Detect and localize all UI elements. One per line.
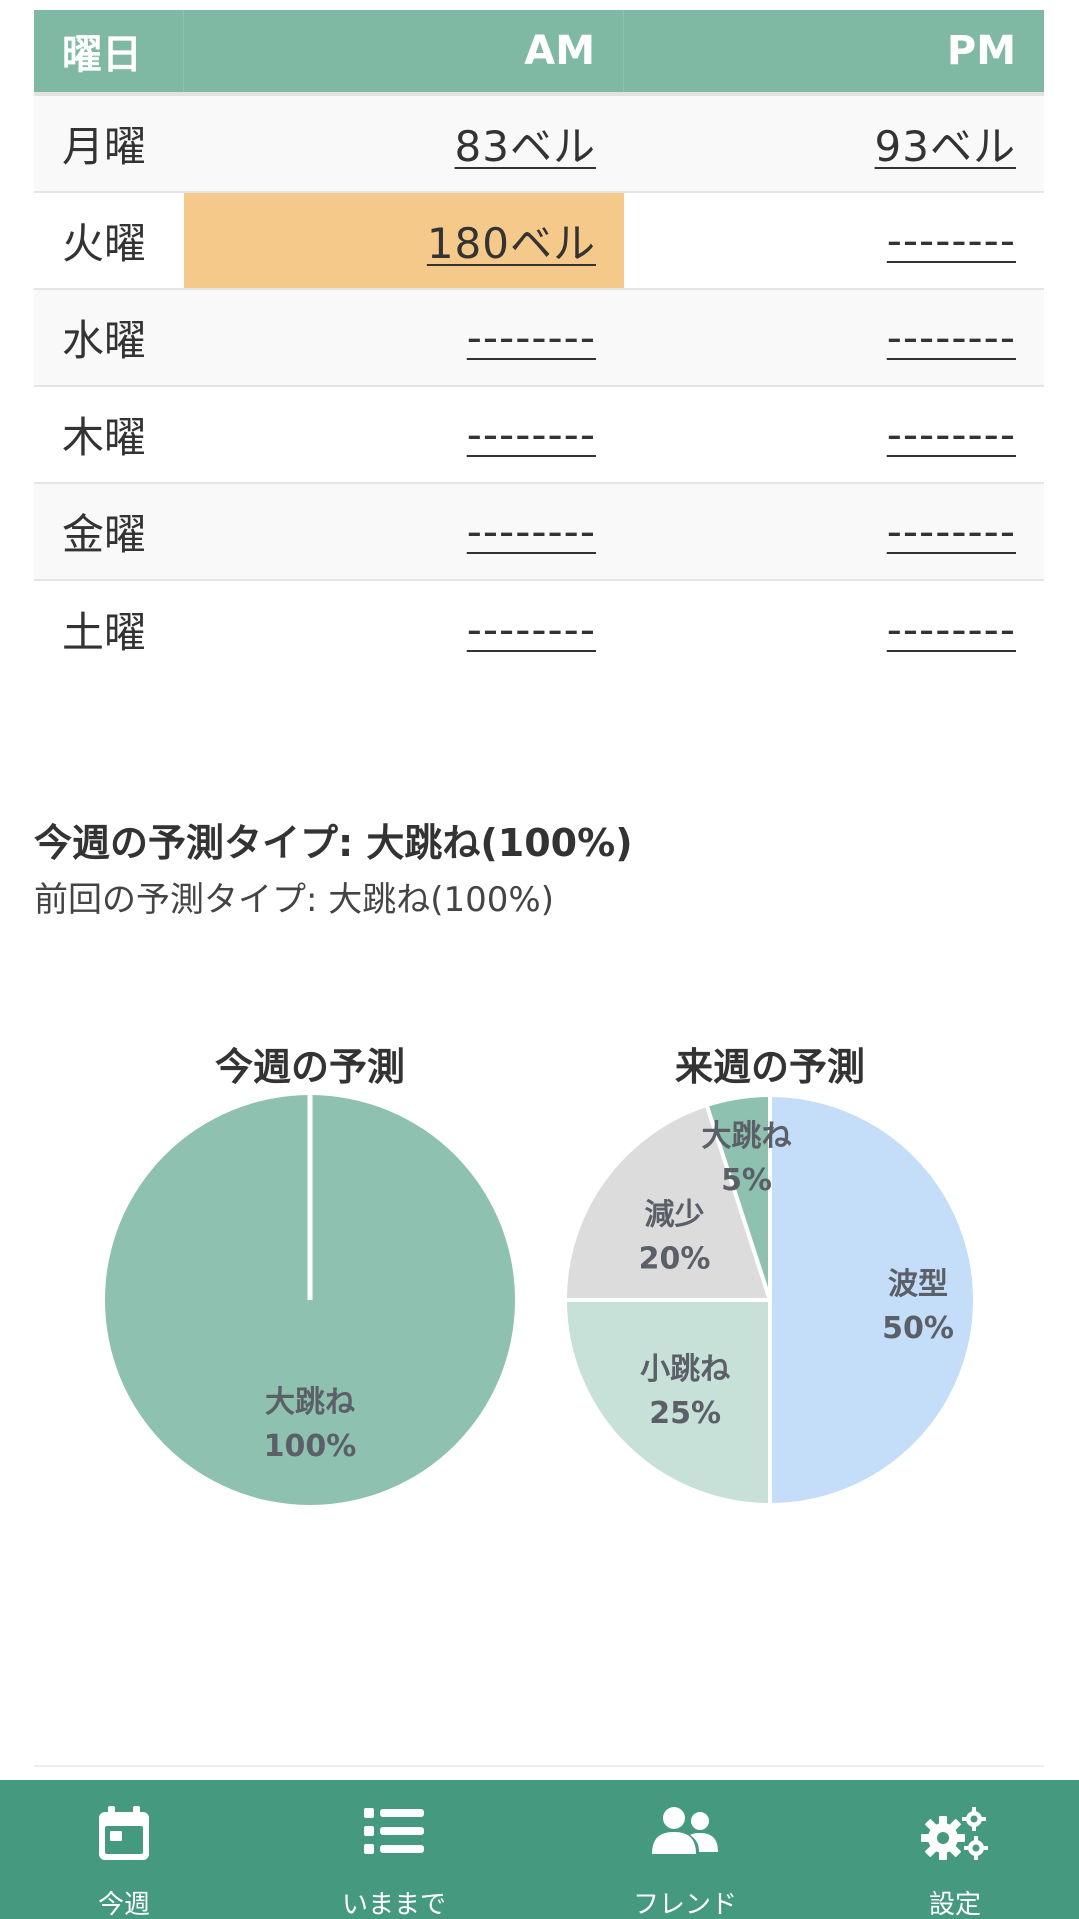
nav-history-label: いままで xyxy=(341,1890,446,1919)
pie-slice xyxy=(704,1093,772,1302)
pie-slice-value: 20% xyxy=(639,1242,711,1277)
pie-slice-value: 100% xyxy=(264,1429,357,1464)
day-label: 月曜 xyxy=(62,122,147,171)
current-prediction-type: 今週の予測タイプ: 大跳ね(100%) xyxy=(34,821,633,865)
pie-slice-value: 5% xyxy=(721,1163,772,1198)
this-week-pie-chart: 大跳ね 100% xyxy=(105,1095,515,1505)
nav-this-week[interactable]: 今週 xyxy=(34,1780,214,1919)
pie-slice xyxy=(563,1103,772,1302)
am-price-link[interactable]: -------- xyxy=(466,605,596,654)
pie-slice-label: 波型 xyxy=(888,1267,948,1302)
day-label: 土曜 xyxy=(62,608,147,657)
header-day: 曜日 xyxy=(34,10,184,92)
previous-prediction-type: 前回の予測タイプ: 大跳ね(100%) xyxy=(34,880,554,920)
nav-history[interactable]: いままで xyxy=(304,1780,484,1919)
pie-slice xyxy=(768,1093,977,1507)
nav-settings[interactable]: 設定 xyxy=(865,1780,1045,1919)
pie-slice-value: 25% xyxy=(649,1396,721,1431)
pie-slice-label: 小跳ね xyxy=(640,1352,730,1387)
this-week-chart-title: 今週の予測 xyxy=(214,1045,405,1089)
gears-icon xyxy=(921,1807,988,1860)
table-row: 土曜 -------- -------- xyxy=(34,581,1044,678)
nav-friends-label: フレンド xyxy=(632,1890,737,1919)
am-price-cell: 83ベル xyxy=(184,96,624,191)
am-price-link[interactable]: -------- xyxy=(466,410,596,459)
pm-price-cell: -------- xyxy=(624,581,1044,678)
am-price-cell: -------- xyxy=(184,290,624,385)
next-week-pie-chart: 波型 50% 小跳ね 25% 減少 20% 大跳ね 5% xyxy=(563,1093,977,1507)
day-label: 木曜 xyxy=(62,413,147,462)
users-icon xyxy=(652,1807,718,1854)
next-week-chart-title: 来週の予測 xyxy=(674,1045,865,1089)
list-icon xyxy=(364,1808,424,1854)
pm-price-cell: -------- xyxy=(624,290,1044,385)
pm-price-link[interactable]: -------- xyxy=(886,313,1016,362)
am-price-cell-highlighted: 180ベル xyxy=(184,193,624,288)
header-am: AM xyxy=(184,10,624,92)
day-label: 金曜 xyxy=(62,510,147,559)
day-label: 水曜 xyxy=(62,316,147,365)
pm-price-link[interactable]: -------- xyxy=(886,410,1016,459)
calendar-icon xyxy=(99,1806,149,1860)
am-price-cell: -------- xyxy=(184,581,624,678)
pie-slice xyxy=(563,1298,772,1507)
pm-price-cell: 93ベル xyxy=(624,96,1044,191)
pie-slice-label: 大跳ね xyxy=(265,1385,355,1420)
day-label: 火曜 xyxy=(62,219,147,268)
table-header-row: 曜日 AM PM xyxy=(34,10,1044,96)
table-row: 金曜 -------- -------- xyxy=(34,484,1044,581)
am-price-link[interactable]: 83ベル xyxy=(454,122,596,171)
table-row: 水曜 -------- -------- xyxy=(34,290,1044,387)
pie-slice-label: 減少 xyxy=(645,1198,705,1233)
pm-price-link[interactable]: -------- xyxy=(886,605,1016,654)
nav-friends[interactable]: フレンド xyxy=(595,1780,775,1919)
nav-settings-label: 設定 xyxy=(928,1890,981,1919)
pm-price-link[interactable]: 93ベル xyxy=(874,122,1016,171)
am-price-link[interactable]: -------- xyxy=(466,507,596,556)
pm-price-cell: -------- xyxy=(624,484,1044,579)
price-table: 曜日 AM PM 月曜 83ベル 93ベル 火曜 180ベル -------- … xyxy=(34,10,1044,678)
am-price-link[interactable]: -------- xyxy=(466,313,596,362)
pm-price-cell: -------- xyxy=(624,193,1044,288)
content-divider xyxy=(34,1765,1044,1767)
header-pm: PM xyxy=(946,28,1016,74)
am-price-cell: -------- xyxy=(184,387,624,482)
bottom-nav: 今週 いままで フレンド xyxy=(0,1780,1079,1919)
am-price-link[interactable]: 180ベル xyxy=(426,219,596,268)
table-row: 木曜 -------- -------- xyxy=(34,387,1044,484)
pie-slice-value: 50% xyxy=(882,1311,954,1346)
nav-this-week-label: 今週 xyxy=(97,1890,150,1919)
pm-price-link[interactable]: -------- xyxy=(886,216,1016,265)
pm-price-cell: -------- xyxy=(624,387,1044,482)
am-price-cell: -------- xyxy=(184,484,624,579)
table-row: 火曜 180ベル -------- xyxy=(34,193,1044,290)
pie-slice-label: 大跳ね xyxy=(702,1119,792,1154)
table-row: 月曜 83ベル 93ベル xyxy=(34,96,1044,193)
pm-price-link[interactable]: -------- xyxy=(886,507,1016,556)
